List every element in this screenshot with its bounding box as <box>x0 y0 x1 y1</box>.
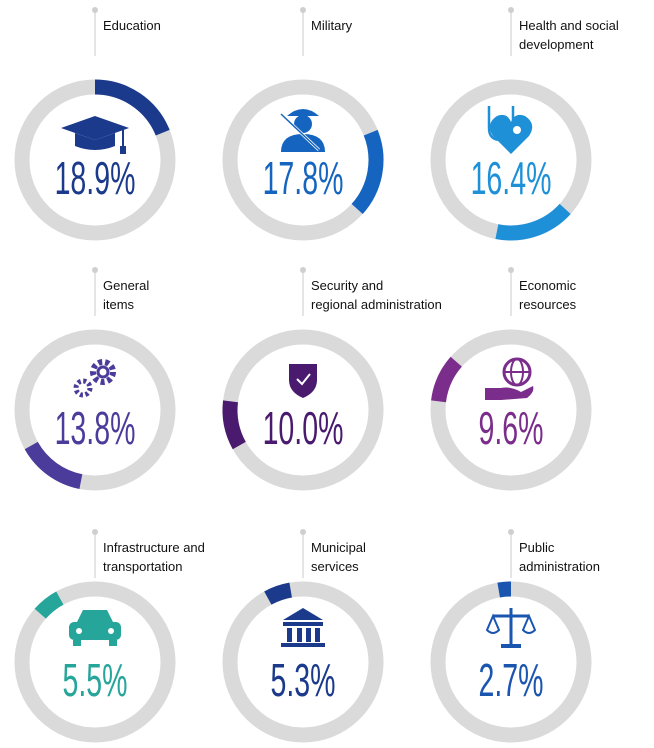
category-label: Public administration <box>519 540 600 574</box>
icon-scales <box>485 608 537 648</box>
category-label: Security and regional administration <box>311 278 442 312</box>
category-label: Economic resources <box>519 278 577 312</box>
ring-segment <box>24 441 83 489</box>
value-label: 17.8% <box>263 153 344 205</box>
category-label: Education <box>103 18 161 33</box>
category-label: Infrastructure and transportation <box>103 540 205 574</box>
icon-bank <box>281 608 325 647</box>
ring-segment <box>431 356 463 403</box>
leader-dot <box>92 267 98 273</box>
ring-track <box>430 329 592 491</box>
icon-graduation-cap <box>61 116 129 154</box>
ring-track <box>14 581 176 743</box>
category-label: Health and social development <box>519 18 619 52</box>
icon-health <box>487 106 533 154</box>
category-label: General items <box>103 278 150 312</box>
ring-segment <box>94 79 170 136</box>
ring-segment <box>497 581 512 598</box>
value-label: 16.4% <box>471 153 552 205</box>
value-label: 5.3% <box>271 655 336 707</box>
ring-segment <box>495 203 571 241</box>
ring-segment <box>264 582 293 605</box>
category-label: Municipal services <box>311 540 366 574</box>
leader-dot <box>300 7 306 13</box>
ring-segment <box>222 400 246 450</box>
leader-dot <box>508 529 514 535</box>
value-label: 2.7% <box>479 655 544 707</box>
ring-track <box>14 329 176 491</box>
value-label: 5.5% <box>63 655 128 707</box>
ring-track <box>222 581 384 743</box>
ring-segment <box>34 591 64 619</box>
icon-car <box>69 610 121 646</box>
value-label: 9.6% <box>479 403 544 455</box>
leader-dot <box>508 7 514 13</box>
value-label: 18.9% <box>55 153 136 205</box>
category-label: Military <box>311 18 353 33</box>
leader-dot <box>300 267 306 273</box>
value-label: 13.8% <box>55 403 136 455</box>
icon-gears <box>73 359 116 398</box>
value-label: 10.0% <box>263 403 344 455</box>
leader-dot <box>300 529 306 535</box>
leader-dot <box>508 267 514 273</box>
icon-shield <box>289 364 317 398</box>
leader-dot <box>92 7 98 13</box>
leader-dot <box>92 529 98 535</box>
ring-segment <box>351 129 384 214</box>
icon-globe-hand <box>485 357 534 400</box>
icon-military <box>279 109 325 152</box>
